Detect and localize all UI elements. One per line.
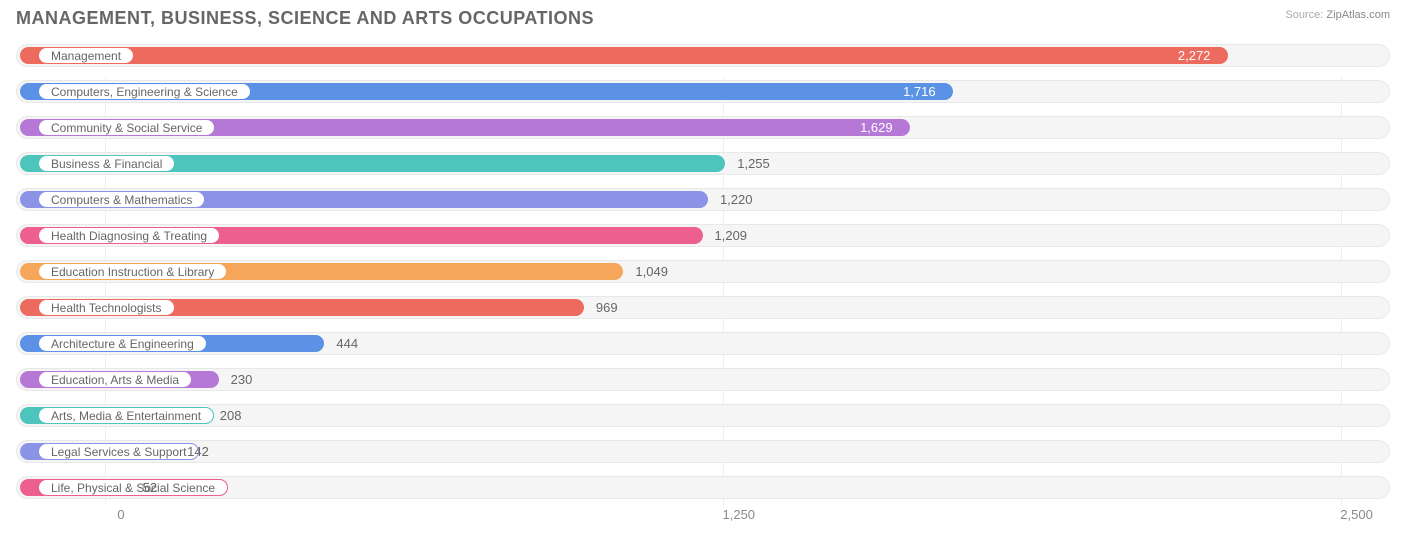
category-label: Business & Financial bbox=[38, 155, 175, 172]
bar-value: 1,716 bbox=[903, 83, 936, 100]
bar-fill bbox=[20, 47, 1228, 64]
bar-value: 1,629 bbox=[860, 119, 893, 136]
source-attribution: Source: ZipAtlas.com bbox=[1285, 8, 1390, 22]
category-label: Computers & Mathematics bbox=[38, 191, 205, 208]
source-label: Source: bbox=[1285, 9, 1323, 21]
bar-row: Business & Financial 1,255 bbox=[16, 147, 1390, 180]
category-label: Computers, Engineering & Science bbox=[38, 83, 251, 100]
bar-value: 230 bbox=[231, 371, 253, 388]
bar-value: 52 bbox=[143, 479, 157, 496]
category-label: Education, Arts & Media bbox=[38, 371, 192, 388]
bar-row: Computers, Engineering & Science 1,716 bbox=[16, 75, 1390, 108]
bar-row: Legal Services & Support142 bbox=[16, 435, 1390, 468]
bar-row: Arts, Media & Entertainment 208 bbox=[16, 399, 1390, 432]
chart-header: MANAGEMENT, BUSINESS, SCIENCE AND ARTS O… bbox=[0, 0, 1406, 33]
bar-row: Health Diagnosing & Treating 1,209 bbox=[16, 219, 1390, 252]
chart-title: MANAGEMENT, BUSINESS, SCIENCE AND ARTS O… bbox=[16, 8, 594, 29]
chart-area: Management 2,272 Computers, Engineering & … bbox=[0, 33, 1406, 537]
x-axis: 0 1,250 2,500 bbox=[16, 507, 1390, 537]
category-label: Management bbox=[38, 47, 134, 64]
bar-value: 2,272 bbox=[1178, 47, 1211, 64]
bar-row: Computers & Mathematics 1,220 bbox=[16, 183, 1390, 216]
bar-chart: Management 2,272 Computers, Engineering & … bbox=[0, 33, 1406, 504]
bar-row: Life, Physical & Social Science52 bbox=[16, 471, 1390, 504]
category-label: Architecture & Engineering bbox=[38, 335, 207, 352]
category-label: Legal Services & Support bbox=[38, 443, 199, 460]
category-label: Health Diagnosing & Treating bbox=[38, 227, 220, 244]
axis-tick: 0 bbox=[117, 507, 124, 522]
bar-value: 969 bbox=[596, 299, 618, 316]
bar-row: Education Instruction & Library 1,049 bbox=[16, 255, 1390, 288]
bar-value: 1,255 bbox=[737, 155, 770, 172]
bar-value: 142 bbox=[187, 443, 209, 460]
category-label: Life, Physical & Social Science bbox=[38, 479, 228, 496]
source-name: ZipAtlas.com bbox=[1326, 9, 1390, 21]
bar-row: Health Technologists 969 bbox=[16, 291, 1390, 324]
bar-track bbox=[16, 440, 1390, 463]
bar-value: 1,049 bbox=[635, 263, 668, 280]
bar-value: 1,209 bbox=[715, 227, 748, 244]
axis-tick: 1,250 bbox=[722, 507, 755, 522]
bar-row: Education, Arts & Media 230 bbox=[16, 363, 1390, 396]
category-label: Arts, Media & Entertainment bbox=[38, 407, 214, 424]
bar-value: 444 bbox=[336, 335, 358, 352]
bar-value: 1,220 bbox=[720, 191, 753, 208]
bar-row: Management 2,272 bbox=[16, 39, 1390, 72]
bar-row: Architecture & Engineering 444 bbox=[16, 327, 1390, 360]
category-label: Community & Social Service bbox=[38, 119, 215, 136]
axis-tick: 2,500 bbox=[1340, 507, 1373, 522]
bar-track bbox=[16, 368, 1390, 391]
category-label: Health Technologists bbox=[38, 299, 175, 316]
category-label: Education Instruction & Library bbox=[38, 263, 227, 280]
bar-value: 208 bbox=[220, 407, 242, 424]
bar-row: Community & Social Service 1,629 bbox=[16, 111, 1390, 144]
